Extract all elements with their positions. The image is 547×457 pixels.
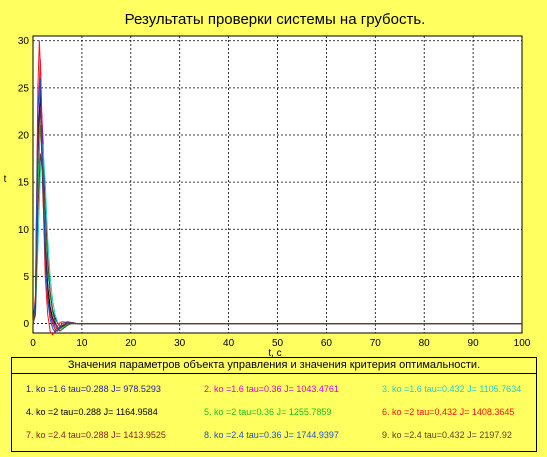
legend-entry-3: 3. ko =1.6 tau=0.432 J= 1105.7634 [382,384,522,394]
legend-entry-1: 1. ko =1.6 tau=0.288 J= 978.5293 [26,384,161,394]
series-layer [32,40,522,336]
tick-labels: 0 10 20 30 40 50 60 70 80 90 100 0 5 10 15 20 25 30 [18,36,531,349]
legend-entry-6: 6. ko =2 tau=0.432 J= 1408.3645 [382,407,515,417]
y-tick-label: 30 [18,36,30,47]
x-tick-label: 90 [468,338,480,349]
y-tick-label: 25 [18,83,30,94]
legend-entry-9: 9. ko =2.4 tau=0.432 J= 2197.92 [382,430,512,440]
y-tick-label: 10 [18,225,30,236]
series-line-9 [32,153,522,332]
x-tick-label: 0 [30,338,36,349]
chart: Результаты проверки системы на грубость.… [4,11,531,357]
chart-title: Результаты проверки системы на грубость. [125,11,426,28]
x-tick-label: 20 [125,338,137,349]
x-tick-label: 100 [514,338,531,349]
y-axis-label: t [4,174,7,185]
grid-lines [33,36,522,333]
x-axis-label: t, c [268,348,281,357]
x-tick-label: 10 [76,338,88,349]
x-tick-label: 30 [174,338,186,349]
legend-entry-7: 7. ko =2.4 tau=0.288 J= 1413.9525 [26,430,166,440]
legend-panel: Значения параметров объекта управления и… [11,357,537,452]
legend-entry-5: 5. ko =2 tau=0.36 J= 1255.7859 [204,407,332,417]
x-tick-label: 40 [223,338,235,349]
x-tick-label: 80 [419,338,431,349]
y-tick-label: 15 [18,178,30,189]
y-tick-label: 5 [23,272,29,283]
legend-entry-4: 4. ko =2 tau=0.288 J= 1164.9584 [26,407,158,417]
x-tick-label: 50 [272,338,284,349]
y-tick-label: 0 [23,319,29,330]
legend-entry-2: 2. ko =1.6 tau=0.36 J= 1043.4761 [204,384,339,394]
y-tick-label: 20 [18,131,30,142]
x-tick-label: 60 [321,338,333,349]
legend-heading: Значения параметров объекта управления и… [12,358,536,374]
legend-entry-8: 8. ko =2.4 tau=0.36 J= 1744.9397 [204,430,339,440]
x-tick-label: 70 [370,338,382,349]
